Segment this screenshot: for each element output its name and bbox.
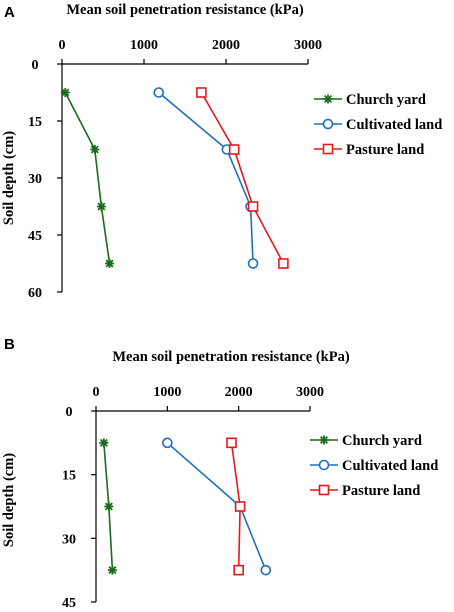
panel-b-y-tick-label: 45 bbox=[62, 596, 76, 611]
panel-a-church-yard-point bbox=[60, 88, 70, 97]
panel-b: B Mean soil penetration resistance (kPa)… bbox=[1, 336, 438, 611]
panel-b-y-axis-title: Soil depth (cm) bbox=[1, 453, 17, 547]
panel-a-x-axis-title: Mean soil penetration resistance (kPa) bbox=[66, 2, 304, 18]
panel-b-cultivated-land-line bbox=[166, 442, 267, 571]
panel-a-pasture-land-point bbox=[196, 87, 207, 98]
panel-a-church-yard-point bbox=[96, 202, 106, 211]
panel-b-pasture-land-point bbox=[226, 437, 237, 449]
panel-a-church-yard-line bbox=[64, 92, 111, 264]
panel-a-pasture-land-point bbox=[278, 258, 289, 269]
panel-a-label: A bbox=[4, 4, 15, 21]
panel-a-legend-church-yard-label: Church yard bbox=[346, 92, 426, 108]
panel-a-legend-cultivated-land-marker bbox=[322, 118, 334, 130]
panel-b-y-tick-label: 0 bbox=[66, 405, 73, 420]
panel-a-y-tick-label: 45 bbox=[28, 229, 42, 244]
panel-b-x-tick-label: 2000 bbox=[225, 385, 253, 400]
panel-b-cultivated-land-point bbox=[260, 564, 272, 576]
panel-a-pasture-land-point bbox=[228, 144, 240, 155]
panel-a-legend-church-yard-marker bbox=[323, 94, 333, 104]
panel-a-y-tick-label: 15 bbox=[28, 115, 42, 130]
panel-a-y-tick-label: 60 bbox=[28, 286, 42, 301]
panel-a-legend-cultivated-land-label: Cultivated land bbox=[346, 117, 442, 133]
panel-a-pasture-land-line bbox=[200, 92, 285, 264]
panel-b-x-tick-label: 1000 bbox=[153, 385, 181, 400]
panel-b-y-tick-label: 15 bbox=[62, 469, 76, 484]
panel-a-y-axis-title: Soil depth (cm) bbox=[1, 131, 17, 225]
panel-b-church-yard-point bbox=[104, 502, 114, 511]
panel-a-church-yard-point bbox=[105, 259, 115, 268]
panel-b-plot: 0 1000 2000 3000 0 15 30 45 Church yard Cultivate… bbox=[62, 385, 438, 611]
panel-a-x-tick-label: 2000 bbox=[212, 38, 240, 53]
panel-b-cultivated-land-point bbox=[162, 437, 173, 449]
panel-a-cultivated-land-point bbox=[153, 87, 165, 98]
panel-a-pasture-land-point bbox=[247, 201, 259, 212]
panel-a-x-tick-label: 0 bbox=[59, 38, 66, 53]
panel-b-x-axis-title: Mean soil penetration resistance (kPa) bbox=[112, 349, 350, 365]
panel-b-label: B bbox=[4, 336, 15, 353]
panel-b-y-tick-label: 30 bbox=[62, 532, 76, 547]
panel-b-pasture-land-point bbox=[233, 564, 244, 576]
panel-a-cultivated-land-point bbox=[247, 258, 259, 269]
panel-a-x-tick-label: 3000 bbox=[294, 38, 322, 53]
panel-b-church-yard-point bbox=[99, 438, 109, 448]
panel-b-pasture-land-point bbox=[234, 501, 246, 512]
panel-b-legend-cultivated-land-label: Cultivated land bbox=[342, 458, 438, 474]
panel-b-legend-church-yard-marker bbox=[319, 435, 329, 445]
panel-b-legend-pasture-land-marker bbox=[318, 484, 330, 496]
panel-b-x-tick-label: 3000 bbox=[296, 385, 324, 400]
panel-a-y-tick-label: 30 bbox=[28, 172, 42, 187]
panel-a-x-tick-label: 1000 bbox=[130, 38, 158, 53]
panel-b-legend-pasture-land-label: Pasture land bbox=[342, 483, 420, 499]
panel-a-legend-pasture-land-label: Pasture land bbox=[346, 142, 424, 158]
panel-a: A Mean soil penetration resistance (kPa)… bbox=[1, 2, 442, 301]
panel-b-legend-cultivated-land-marker bbox=[318, 459, 330, 471]
panel-b-legend-church-yard-label: Church yard bbox=[342, 433, 422, 449]
panel-a-legend-pasture-land-marker bbox=[322, 143, 334, 155]
panel-a-y-tick-label: 0 bbox=[32, 58, 39, 73]
panel-a-cultivated-land-line bbox=[158, 91, 254, 264]
panel-b-church-yard-point bbox=[107, 565, 117, 575]
panel-a-church-yard-point bbox=[90, 145, 100, 154]
panel-b-x-tick-label: 0 bbox=[93, 385, 100, 400]
panel-a-plot: 0 1000 2000 3000 0 15 30 45 60 Church yard Cultiva… bbox=[28, 38, 442, 301]
